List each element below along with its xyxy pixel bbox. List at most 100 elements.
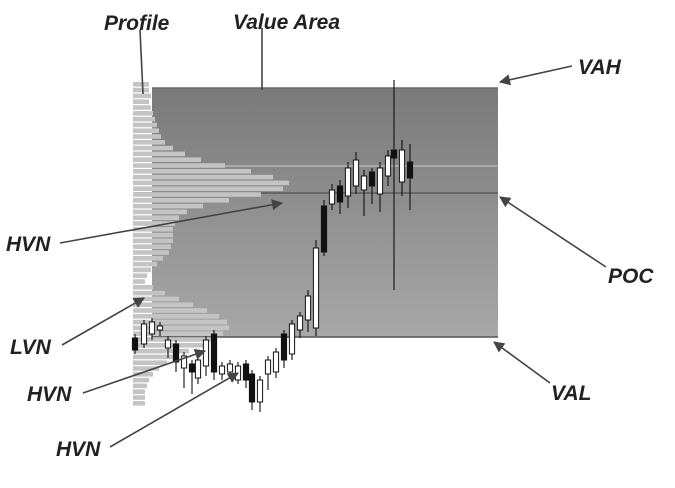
profile-bar xyxy=(133,348,189,354)
candle-body xyxy=(320,205,328,253)
candle-body xyxy=(256,379,264,403)
profile-bar xyxy=(133,389,145,394)
profile-bar xyxy=(133,186,283,191)
profile-bar xyxy=(133,395,145,400)
profile-bar xyxy=(133,116,155,122)
profile-bar xyxy=(133,163,225,168)
candle-body xyxy=(194,359,202,379)
poc-arrow xyxy=(499,196,607,268)
profile-bar xyxy=(133,273,147,278)
candle-body xyxy=(304,295,312,321)
profile-pointer-line xyxy=(139,29,144,95)
lvn-label: LVN xyxy=(10,336,52,359)
lvn-arrow xyxy=(61,297,145,346)
candle-body xyxy=(131,337,139,351)
profile-bar xyxy=(133,232,173,238)
candle-body xyxy=(398,149,406,183)
profile-bar xyxy=(133,331,223,336)
candle-body xyxy=(352,159,360,187)
profile-bar xyxy=(133,279,145,284)
profile-bar xyxy=(133,267,151,273)
profile-bar xyxy=(133,360,167,365)
profile-bar xyxy=(133,319,227,325)
profile-bar xyxy=(133,157,201,162)
candle-body xyxy=(218,365,226,375)
profile-label: Profile xyxy=(104,12,170,35)
candle-body xyxy=(280,333,288,361)
candle-body xyxy=(210,333,218,373)
hvn-mid-label: HVN xyxy=(27,383,72,406)
profile-bar xyxy=(133,174,273,180)
profile-bar xyxy=(133,366,159,371)
candle-body xyxy=(390,149,398,159)
val-arrow xyxy=(493,341,551,384)
profile-bar xyxy=(133,308,207,313)
profile-bar xyxy=(133,377,149,383)
profile-bar xyxy=(133,180,289,186)
candle-body xyxy=(202,339,210,367)
hvn-lower-label: HVN xyxy=(56,438,101,461)
value-area-label: Value Area xyxy=(233,11,340,34)
hvn-upper-label: HVN xyxy=(6,233,51,256)
candle-body xyxy=(156,325,164,331)
candle-body xyxy=(248,373,256,403)
profile-bar xyxy=(133,302,193,307)
profile-bar xyxy=(133,250,169,255)
val-label: VAL xyxy=(551,382,591,405)
profile-bar xyxy=(133,337,215,342)
hvn-upper-arrow xyxy=(59,199,284,244)
poc-label: POC xyxy=(608,265,654,288)
profile-bar xyxy=(133,169,251,174)
candle-body xyxy=(376,167,384,195)
candle-body xyxy=(312,247,320,329)
candle-body xyxy=(368,171,376,187)
profile-bar xyxy=(133,227,173,232)
candle-body xyxy=(360,175,368,191)
profile-bar xyxy=(133,111,153,116)
hvn-mid-arrow xyxy=(82,348,207,394)
profile-bar xyxy=(133,105,151,110)
profile-bar xyxy=(133,145,173,151)
profile-bar xyxy=(133,372,153,377)
profile-bar xyxy=(133,325,229,331)
candle-body xyxy=(180,355,188,369)
candle-body xyxy=(328,189,336,205)
candle-body xyxy=(172,343,180,363)
vah-arrow xyxy=(498,65,573,86)
profile-bar xyxy=(133,285,153,290)
profile-bar xyxy=(133,261,157,267)
profile-bar xyxy=(133,209,187,215)
vah-label: VAH xyxy=(578,56,622,79)
candle-body xyxy=(226,363,234,373)
profile-bar xyxy=(133,256,163,261)
profile-bar xyxy=(133,314,219,319)
candle-body xyxy=(296,315,304,331)
hvn-lower-arrow xyxy=(109,372,239,448)
profile-bar xyxy=(133,221,175,226)
profile-bar xyxy=(133,122,157,128)
profile-bar xyxy=(133,290,165,296)
profile-bar xyxy=(133,238,173,244)
profile-bar xyxy=(133,383,147,389)
volume-profile xyxy=(133,82,289,406)
candle-body xyxy=(384,155,392,177)
candle-body xyxy=(164,339,172,349)
profile-bar xyxy=(133,198,229,203)
profile-bar xyxy=(133,99,149,104)
profile-bar xyxy=(133,140,165,145)
candle-body xyxy=(148,321,156,335)
profile-bar xyxy=(133,192,261,197)
candle-body xyxy=(344,167,352,197)
profile-bar xyxy=(133,128,159,133)
candle-body xyxy=(188,363,196,373)
profile-bar xyxy=(133,215,179,220)
candle-body xyxy=(288,323,296,355)
candle-body xyxy=(140,323,148,345)
profile-bar xyxy=(133,93,151,99)
profile-bar xyxy=(133,401,145,406)
candle-body xyxy=(336,185,344,203)
candle-body xyxy=(242,363,250,381)
candle-body xyxy=(264,359,272,375)
profile-bar xyxy=(133,203,203,209)
